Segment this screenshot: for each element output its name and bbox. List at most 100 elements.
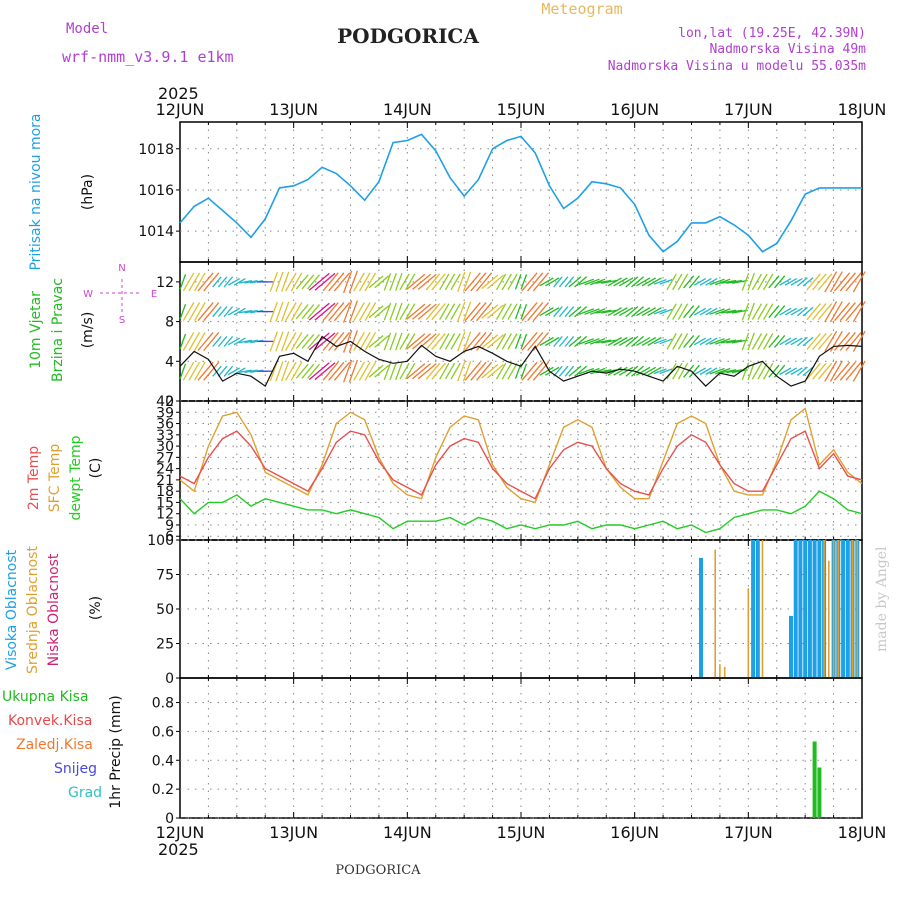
wind-arrow [763, 273, 774, 291]
wind-arrow [295, 304, 309, 320]
mid-cloud-bar [747, 588, 750, 678]
wind-arrow [839, 331, 856, 351]
wind-arrow [829, 330, 843, 352]
temperature-ytick-label: 24 [156, 462, 174, 478]
model-elevation-label: Nadmorska Visina u modelu 55.035m [608, 59, 866, 74]
wind-arrow [314, 332, 336, 351]
wind-arrow [275, 301, 284, 322]
mid-cloud-bar [832, 540, 835, 678]
year-bottom: 2025 [158, 840, 199, 859]
wind-arrow [203, 331, 220, 351]
temperature-ytick-label: 27 [156, 450, 174, 466]
wind-arrow [457, 271, 466, 292]
wind-arrow [568, 306, 582, 318]
wind-arrow [374, 305, 390, 319]
wind-arrow [179, 274, 187, 290]
wind-arrow [625, 306, 639, 318]
total-precip-bar [817, 767, 822, 818]
day-label-bottom: 13JUN [269, 823, 318, 842]
wind-arrow [412, 273, 432, 290]
wind-arrow [741, 362, 750, 381]
wind-arrow [683, 305, 695, 319]
sfc-temp-line [179, 407, 863, 504]
wind-arrow [568, 365, 582, 377]
wind-arrow [412, 333, 432, 350]
wind-arrow [618, 366, 634, 376]
wind-arrow [545, 336, 560, 346]
low-cloud-ylabel: Niska Oblacnost [46, 553, 62, 666]
wind-arrow [631, 365, 645, 377]
wind-arrow [275, 361, 284, 382]
wind-arrow [470, 302, 487, 322]
wind-arrow [521, 331, 538, 351]
wind-arrow [358, 302, 371, 322]
wind-arrow [464, 302, 481, 322]
wind-arrow [834, 272, 851, 292]
wind-arrow [314, 362, 336, 381]
wind-arrow [507, 303, 518, 320]
wind-arrow [852, 360, 866, 382]
wind-arrow [368, 305, 384, 319]
wind-arrow [328, 302, 345, 322]
wind-arrow [280, 331, 290, 352]
compass-n: N [118, 263, 125, 274]
wind-arrow [476, 272, 493, 292]
wind-arrow [564, 335, 575, 347]
wind-arrow [227, 337, 241, 346]
wind-arrow [250, 309, 264, 314]
wind-arrow [715, 367, 731, 375]
wind-arrow [747, 272, 755, 291]
wind-arrow [395, 302, 403, 321]
wind-arrow [495, 362, 507, 380]
wind-arrow [450, 303, 461, 320]
wind-arrow [188, 272, 201, 292]
wind-arrow [333, 331, 351, 351]
pressure-frame [179, 121, 863, 263]
wind-arrow [182, 331, 195, 351]
mid-cloud-bar [714, 549, 716, 678]
wind-arrow [705, 307, 718, 316]
wind-arrow [726, 339, 743, 344]
wind-arrow [233, 307, 246, 316]
wind-arrow [406, 333, 426, 350]
wind-arrow [699, 337, 712, 346]
wind-arrow [574, 335, 588, 347]
dewpt-ylabel: dewpt Temp [68, 435, 84, 520]
wind-arrow [244, 369, 258, 374]
wind-arrow [653, 368, 667, 375]
wind-arrow [564, 276, 575, 288]
wind-arrow [558, 365, 569, 377]
wind-arrow [514, 333, 522, 350]
wind-arrow [574, 276, 588, 288]
temperature-frame [179, 400, 863, 541]
precip-legend-2: Zaledj.Kisa [16, 737, 93, 753]
wind-arrow [307, 274, 320, 290]
wind-arrow [631, 306, 645, 318]
wind-arrow [647, 277, 662, 287]
wind-arrow [348, 330, 359, 353]
wind-arrow [532, 302, 549, 322]
wind-arrow [481, 364, 499, 379]
wind-arrow [784, 367, 798, 376]
wind-arrow [314, 302, 336, 321]
wind-arrow [383, 362, 392, 381]
wind-arrow [217, 365, 228, 377]
wind-arrow [481, 304, 499, 319]
wind-arrow [715, 308, 731, 315]
wind-arrow [462, 271, 472, 292]
wind-arrow [705, 278, 718, 286]
temperature-ytick-label: 6 [165, 529, 174, 545]
wind-arrow [845, 302, 862, 322]
wind-arrow [768, 364, 780, 378]
wind-arrow [824, 330, 838, 352]
wind-arrow [425, 273, 441, 291]
pressure-unit: (hPa) [80, 174, 96, 210]
high-cloud-bar [841, 540, 846, 678]
wind-arrow [417, 303, 437, 320]
mid-cloud-bar [828, 560, 830, 678]
wind-arrow [374, 335, 390, 348]
wind-arrow [179, 333, 187, 350]
wind-arrow [688, 305, 700, 319]
wind-arrow [666, 362, 677, 380]
